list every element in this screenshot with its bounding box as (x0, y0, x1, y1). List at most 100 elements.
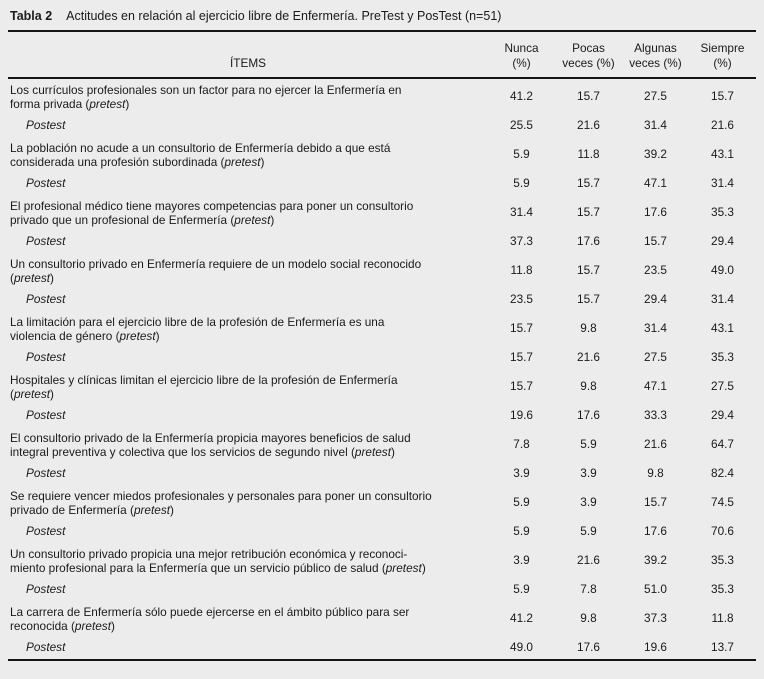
item-5-pretest-row: La limitación para el ejercicio libre de… (8, 311, 756, 345)
item-statement-line: considerada una profesión subordinada (p… (10, 155, 265, 169)
item-4-postest-row: Postest 23.5 15.7 29.4 31.4 (8, 287, 756, 311)
pretest-value: 15.7 (577, 263, 600, 277)
item-statement-line: privado de Enfermería (pretest) (10, 503, 174, 517)
postest-value: 5.9 (513, 176, 530, 190)
postest-label: Postest (26, 466, 66, 480)
item-statement-line: Un consultorio privado en Enfermería req… (10, 257, 422, 271)
pretest-value: 17.6 (644, 205, 667, 219)
pretest-value: 5.9 (513, 495, 530, 509)
postest-value: 29.4 (711, 234, 734, 248)
caption-rule (8, 30, 756, 32)
item-statement-line: integral preventiva y colectiva que los … (10, 445, 395, 459)
postest-value: 33.3 (644, 408, 667, 422)
column-header-nunca: Nunca (%) (488, 32, 555, 79)
item-2-pretest-row: La población no acude a un consultorio d… (8, 137, 756, 171)
item-1-pretest-row: Los currículos profesionales son un fact… (8, 78, 756, 113)
pretest-value: 27.5 (711, 379, 734, 393)
pretest-value: 23.5 (644, 263, 667, 277)
item-8-pretest-row: Se requiere vencer miedos profesionales … (8, 485, 756, 519)
pretest-value: 15.7 (711, 89, 734, 103)
postest-value: 35.3 (711, 350, 734, 364)
table-title: Actitudes en relación al ejercicio libre… (66, 9, 502, 23)
header-row: ÍTEMS Nunca (%) Pocas veces (%) Algunas … (8, 32, 756, 79)
postest-value: 17.6 (644, 524, 667, 538)
item-statement-line: Los currículos profesionales son un fact… (10, 83, 402, 97)
postest-value: 15.7 (577, 176, 600, 190)
item-8-postest-row: Postest 5.9 5.9 17.6 70.6 (8, 519, 756, 543)
pretest-value: 47.1 (644, 379, 667, 393)
item-statement: Un consultorio privado propicia una mejo… (8, 543, 488, 577)
items-column-header: ÍTEMS (8, 32, 488, 79)
pretest-value: 74.5 (711, 495, 734, 509)
column-header-line: Pocas (572, 41, 605, 55)
pretest-value: 9.8 (580, 321, 597, 335)
pretest-value: 21.6 (577, 553, 600, 567)
item-10-postest-row: Postest 49.0 17.6 19.6 13.7 (8, 635, 756, 659)
postest-value: 5.9 (580, 524, 597, 538)
pretest-value: 3.9 (580, 495, 597, 509)
item-statement: El profesional médico tiene mayores comp… (8, 195, 488, 229)
postest-value: 3.9 (580, 466, 597, 480)
postest-value: 51.0 (644, 582, 667, 596)
postest-value: 31.4 (644, 118, 667, 132)
item-statement-line: miento profesional para la Enfermería qu… (10, 561, 426, 575)
column-header-line: (%) (512, 56, 531, 70)
postest-value: 15.7 (644, 234, 667, 248)
postest-value: 23.5 (510, 292, 533, 306)
item-statement-line: La limitación para el ejercicio libre de… (10, 315, 385, 329)
postest-label: Postest (26, 524, 66, 538)
item-4-pretest-row: Un consultorio privado en Enfermería req… (8, 253, 756, 287)
item-1-postest-row: Postest 25.5 21.6 31.4 21.6 (8, 113, 756, 137)
item-2-postest-row: Postest 5.9 15.7 47.1 31.4 (8, 171, 756, 195)
item-statement-line: Hospitales y clínicas limitan el ejercic… (10, 373, 398, 387)
column-header-line: (%) (713, 56, 732, 70)
pretest-value: 7.8 (513, 437, 530, 451)
pretest-value: 11.8 (711, 611, 734, 625)
item-statement-line: La carrera de Enfermería sólo puede ejer… (10, 605, 410, 619)
postest-value: 31.4 (711, 176, 734, 190)
item-statement-line: privado que un profesional de Enfermería… (10, 213, 275, 227)
postest-label: Postest (26, 582, 66, 596)
postest-label: Postest (26, 350, 66, 364)
postest-value: 47.1 (644, 176, 667, 190)
item-statement-line: El consultorio privado de la Enfermería … (10, 431, 411, 445)
postest-label: Postest (26, 176, 66, 190)
pretest-value: 31.4 (644, 321, 667, 335)
pretest-value: 3.9 (513, 553, 530, 567)
pretest-value: 11.8 (510, 263, 533, 277)
pretest-value: 15.7 (577, 205, 600, 219)
pretest-value: 49.0 (711, 263, 734, 277)
column-header-line: veces (%) (562, 56, 615, 70)
table-caption: Tabla 2 Actitudes en relación al ejercici… (8, 0, 756, 30)
item-statement-line: La población no acude a un consultorio d… (10, 141, 391, 155)
postest-value: 21.6 (577, 350, 600, 364)
item-statement-line: El profesional médico tiene mayores comp… (10, 199, 414, 213)
pretest-value: 41.2 (510, 89, 533, 103)
item-9-postest-row: Postest 5.9 7.8 51.0 35.3 (8, 577, 756, 601)
pretest-value: 39.2 (644, 147, 667, 161)
pretest-value: 11.8 (577, 147, 600, 161)
table-label: Tabla 2 (10, 9, 53, 23)
postest-label: Postest (26, 118, 66, 132)
attitudes-table: ÍTEMS Nunca (%) Pocas veces (%) Algunas … (8, 32, 756, 659)
pretest-value: 15.7 (510, 321, 533, 335)
postest-label: Postest (26, 292, 66, 306)
item-statement-line: (pretest) (10, 387, 54, 401)
postest-value: 19.6 (510, 408, 533, 422)
item-statement: La población no acude a un consultorio d… (8, 137, 488, 171)
pretest-value: 5.9 (580, 437, 597, 451)
item-statement-line: Un consultorio privado propicia una mejo… (10, 547, 408, 561)
item-3-pretest-row: El profesional médico tiene mayores comp… (8, 195, 756, 229)
item-statement-line: (pretest) (10, 271, 54, 285)
postest-value: 19.6 (644, 640, 667, 654)
postest-value: 7.8 (580, 582, 597, 596)
postest-value: 49.0 (510, 640, 533, 654)
pretest-value: 41.2 (510, 611, 533, 625)
item-10-pretest-row: La carrera de Enfermería sólo puede ejer… (8, 601, 756, 635)
column-header-line: veces (%) (629, 56, 682, 70)
postest-value: 29.4 (644, 292, 667, 306)
postest-value: 27.5 (644, 350, 667, 364)
pretest-value: 43.1 (711, 147, 734, 161)
item-5-postest-row: Postest 15.7 21.6 27.5 35.3 (8, 345, 756, 369)
